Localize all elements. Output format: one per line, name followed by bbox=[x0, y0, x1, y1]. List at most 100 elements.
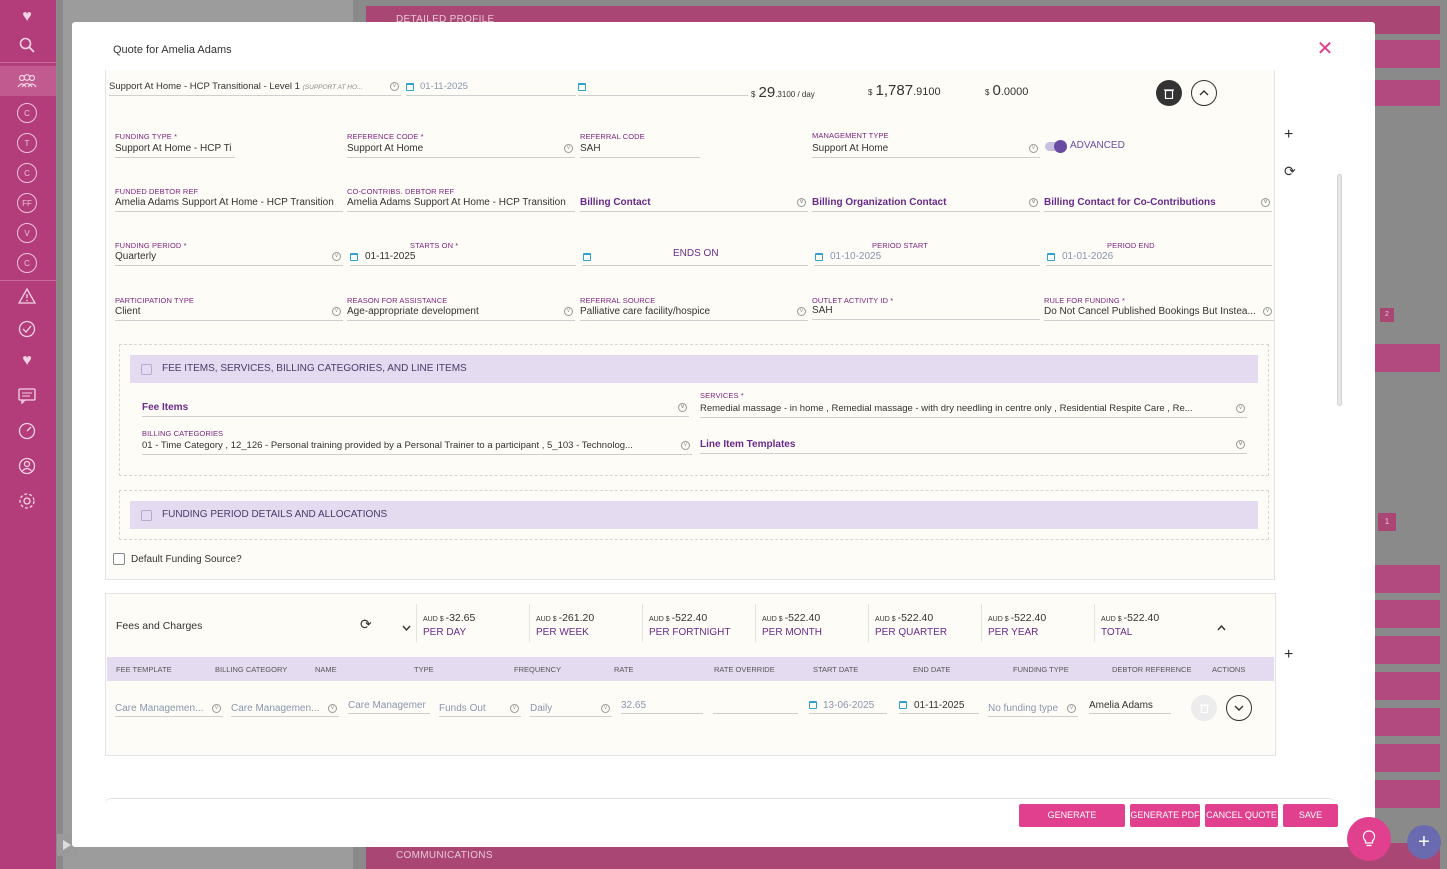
billing-cocontrib-select[interactable]: Billing Contact for Co-Contributions v bbox=[1044, 196, 1272, 212]
funding-start-date[interactable]: 01-11-2025 bbox=[406, 80, 576, 96]
management-type-label: MANAGEMENT TYPE bbox=[812, 131, 889, 140]
refresh-icon[interactable]: ⟳ bbox=[1284, 163, 1296, 179]
sidebar-divider bbox=[0, 280, 56, 281]
collapse-funding-button[interactable] bbox=[1191, 80, 1217, 106]
cancel-quote-button[interactable]: CANCEL QUOTE bbox=[1205, 804, 1278, 827]
user-icon[interactable] bbox=[16, 455, 38, 477]
bg-strip bbox=[1370, 708, 1440, 736]
funding-source-subname: (SUPPORT AT HO... bbox=[302, 84, 363, 91]
add-icon[interactable]: + bbox=[1284, 126, 1294, 143]
summary-per-month: AUD $ -522.40 PER MONTH bbox=[755, 604, 863, 642]
settings-icon[interactable] bbox=[16, 490, 38, 512]
billing-categories-select[interactable]: 01 - Time Category , 12_126 - Personal t… bbox=[142, 439, 692, 455]
referral-code-input[interactable]: SAH bbox=[580, 142, 700, 158]
funding-source-select[interactable]: Support At Home - HCP Transitional - Lev… bbox=[109, 80, 401, 96]
sidebar-circle-v[interactable]: V bbox=[16, 222, 38, 244]
heart-logo-icon[interactable]: ♥ bbox=[22, 8, 32, 25]
calendar-icon bbox=[350, 253, 358, 261]
fee-items-section-header[interactable]: FEE ITEMS, SERVICES, BILLING CATEGORIES,… bbox=[130, 355, 1258, 383]
fee-items-select[interactable]: Fee Items v bbox=[142, 401, 689, 417]
bg-strip bbox=[1370, 344, 1440, 372]
chevron-down-icon[interactable] bbox=[402, 622, 411, 634]
delete-funding-button[interactable] bbox=[1156, 80, 1182, 106]
row-funding-type-select[interactable]: No funding type v bbox=[988, 702, 1078, 717]
section-toggle-checkbox[interactable] bbox=[141, 510, 152, 521]
heart-hands-icon[interactable]: ♥ bbox=[22, 352, 32, 369]
cocontrib-debtor-label: CO-CONTRIBS. DEBTOR REF bbox=[347, 187, 455, 196]
dropdown-icon: v bbox=[510, 704, 519, 713]
people-icon[interactable] bbox=[16, 70, 38, 92]
period-end-date[interactable]: 01-01-2026 bbox=[1046, 250, 1272, 266]
ends-on-date[interactable] bbox=[582, 250, 808, 266]
save-button[interactable]: SAVE bbox=[1283, 804, 1338, 827]
section-toggle-checkbox[interactable] bbox=[141, 364, 152, 375]
reference-code-select[interactable]: Support At Home v bbox=[347, 142, 575, 158]
summary-per-year: AUD $ -522.40 PER YEAR bbox=[981, 604, 1089, 642]
modal-scrollbar[interactable] bbox=[1337, 174, 1342, 406]
fees-and-charges-panel: Fees and Charges ⟳ AUD $ -32.65 PER DAY … bbox=[105, 593, 1276, 756]
dropdown-icon: v bbox=[1261, 198, 1270, 207]
funding-period-section: FUNDING PERIOD DETAILS AND ALLOCATIONS bbox=[119, 490, 1269, 540]
row-name-input[interactable]: Care Managemer bbox=[348, 699, 430, 714]
rule-select[interactable]: Do Not Cancel Published Bookings But Ins… bbox=[1044, 305, 1274, 321]
row-rate-override-input[interactable] bbox=[713, 699, 798, 714]
refresh-icon[interactable]: ⟳ bbox=[360, 616, 372, 632]
tips-lightbulb-button[interactable] bbox=[1347, 817, 1391, 861]
row-debtor-reference-input[interactable]: Amelia Adams bbox=[1089, 699, 1171, 714]
management-type-select[interactable]: Support At Home v bbox=[812, 142, 1040, 158]
dashboard-icon[interactable] bbox=[16, 420, 38, 442]
warning-icon[interactable] bbox=[16, 285, 38, 307]
funding-type-input[interactable]: Support At Home - HCP Ti bbox=[115, 142, 235, 158]
chat-icon[interactable] bbox=[16, 385, 38, 407]
row-end-date[interactable]: 01-11-2025 bbox=[899, 699, 979, 714]
row-delete-button[interactable] bbox=[1191, 695, 1217, 721]
add-fab-button[interactable]: + bbox=[1407, 825, 1441, 859]
cocontrib-debtor-input[interactable]: Amelia Adams Support At Home - HCP Trans… bbox=[347, 196, 575, 212]
outlet-activity-input[interactable]: SAH bbox=[812, 304, 1040, 320]
sidebar-circle-t[interactable]: T bbox=[16, 132, 38, 154]
sidebar-circle-ff[interactable]: FF bbox=[16, 192, 38, 214]
participation-type-label: PARTICIPATION TYPE bbox=[115, 296, 195, 305]
default-funding-checkbox[interactable] bbox=[113, 553, 125, 565]
col-rate: RATE bbox=[614, 665, 634, 674]
row-start-date[interactable]: 13-06-2025 bbox=[809, 699, 887, 714]
dropdown-icon: v bbox=[332, 252, 341, 261]
sidebar-circle-c2[interactable]: C bbox=[16, 162, 38, 184]
row-billing-category[interactable]: Care Managemen... v bbox=[231, 702, 339, 717]
sidebar-circle-c3[interactable]: C bbox=[16, 252, 38, 274]
referral-source-select[interactable]: Palliative care facility/hospice v bbox=[580, 305, 808, 321]
period-start-date[interactable]: 01-10-2025 bbox=[814, 250, 1040, 266]
funding-period-section-header[interactable]: FUNDING PERIOD DETAILS AND ALLOCATIONS bbox=[130, 501, 1258, 529]
dropdown-icon: v bbox=[328, 704, 337, 713]
close-icon[interactable]: ✕ bbox=[1316, 38, 1334, 60]
services-select[interactable]: Remedial massage - in home , Remedial ma… bbox=[700, 402, 1247, 418]
chevron-up-icon[interactable] bbox=[1217, 622, 1226, 634]
col-rate-override: RATE OVERRIDE bbox=[714, 665, 775, 674]
generate-pdf-button[interactable]: GENERATE PDF bbox=[1130, 804, 1200, 827]
line-item-templates-select[interactable]: Line Item Templates v bbox=[700, 438, 1247, 454]
search-icon[interactable] bbox=[16, 34, 38, 56]
row-frequency-select[interactable]: Daily v bbox=[530, 702, 612, 717]
advanced-toggle[interactable] bbox=[1045, 140, 1067, 153]
row-rate-input[interactable]: 32.65 bbox=[621, 699, 703, 714]
outlet-activity-label: OUTLET ACTIVITY ID * bbox=[812, 296, 894, 305]
sidebar-circle-c[interactable]: C bbox=[16, 102, 38, 124]
billing-contact-select[interactable]: Billing Contact v bbox=[580, 196, 808, 212]
generate-agreement-button[interactable]: GENERATE AGREEMENT bbox=[1019, 804, 1125, 843]
col-type: TYPE bbox=[414, 665, 434, 674]
add-fee-icon[interactable]: + bbox=[1284, 646, 1294, 663]
reason-select[interactable]: Age-appropriate development v bbox=[347, 305, 575, 321]
summary-per-day: AUD $ -32.65 PER DAY bbox=[416, 604, 524, 642]
check-clock-icon[interactable] bbox=[16, 318, 38, 340]
funding-end-date[interactable] bbox=[578, 80, 748, 96]
participation-type-select[interactable]: Client v bbox=[115, 305, 343, 321]
row-type-select[interactable]: Funds Out v bbox=[439, 702, 521, 717]
footer-divider bbox=[105, 798, 1335, 806]
funded-debtor-input[interactable]: Amelia Adams Support At Home - HCP Trans… bbox=[115, 196, 343, 212]
dropdown-icon: v bbox=[1029, 198, 1038, 207]
row-expand-button[interactable] bbox=[1226, 695, 1252, 721]
billing-org-contact-select[interactable]: Billing Organization Contact v bbox=[812, 196, 1040, 212]
starts-on-date[interactable]: 01-11-2025 bbox=[350, 250, 576, 266]
funding-period-select[interactable]: Quarterly v bbox=[115, 250, 343, 266]
row-fee-template[interactable]: Care Managemen... v bbox=[115, 702, 223, 717]
